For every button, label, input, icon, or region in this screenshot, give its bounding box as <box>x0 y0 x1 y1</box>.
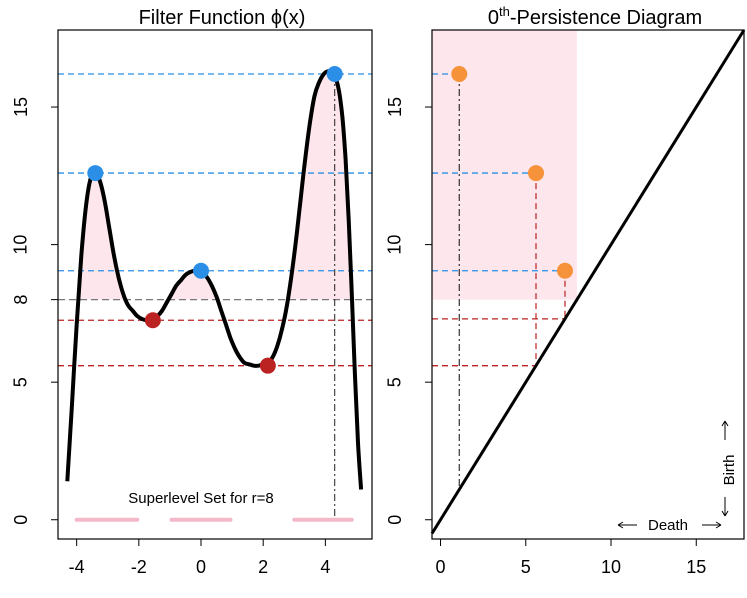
filter-function-panel: Filter Function ϕ(x) -4 -2 0 2 4 0 5 8 10 15 Sup… <box>11 7 373 577</box>
death-arrowhead-left <box>617 521 624 529</box>
right-x-tick-label: 10 <box>601 557 621 577</box>
left-x-tick-label: -4 <box>69 557 85 577</box>
local-minimum-point <box>259 357 276 374</box>
death-label: Death <box>648 517 688 534</box>
death-arrowhead-right <box>715 521 722 529</box>
left-y-tick-label: 10 <box>11 235 31 255</box>
left-chart-title: Filter Function ϕ(x) <box>139 7 306 29</box>
right-y-tick-label: 0 <box>385 515 405 525</box>
left-x-tick-label: 0 <box>196 557 206 577</box>
persistence-point <box>528 165 544 182</box>
superlevel-shade <box>287 71 352 300</box>
right-x-tick-label: 0 <box>436 557 446 577</box>
persistence-point <box>451 66 468 83</box>
local-maximum-point <box>193 262 210 279</box>
left-x-tick-label: 4 <box>320 557 330 577</box>
left-y-tick-label: 0 <box>11 515 31 525</box>
left-x-tick-label: 2 <box>258 557 268 577</box>
left-y-tick-label: 8 <box>11 295 31 305</box>
left-y-tick-label: 15 <box>11 97 31 117</box>
local-maximum-point <box>87 165 104 182</box>
right-x-tick-label: 5 <box>521 557 531 577</box>
birth-arrowhead-down <box>721 510 729 517</box>
persistence-diagram-panel: 0th-Persistence Diagram 0 5 10 15 0 5 10 15 De… <box>385 4 746 577</box>
diagonal-line <box>430 29 746 535</box>
right-chart-title: 0th-Persistence Diagram <box>488 4 702 29</box>
right-y-tick-label: 10 <box>385 235 405 255</box>
local-minimum-point <box>144 312 161 329</box>
superlevel-shade <box>78 173 126 300</box>
persistence-point <box>556 262 573 279</box>
local-maximum-point <box>326 66 343 83</box>
birth-arrowhead-up <box>721 420 729 427</box>
left-plot-frame <box>57 29 373 540</box>
left-x-tick-label: -2 <box>131 557 147 577</box>
right-x-tick-label: 15 <box>686 557 706 577</box>
right-plot-frame <box>431 29 745 540</box>
right-y-tick-label: 5 <box>385 377 405 387</box>
filter-function-curve <box>65 69 364 490</box>
right-y-tick-label: 15 <box>385 97 405 117</box>
superlevel-annotation: Superlevel Set for r=8 <box>128 490 274 507</box>
birth-axis-label: Birth <box>721 420 738 517</box>
birth-label: Birth <box>721 455 738 486</box>
death-axis-label: Death <box>617 517 722 534</box>
left-y-tick-label: 5 <box>11 377 31 387</box>
